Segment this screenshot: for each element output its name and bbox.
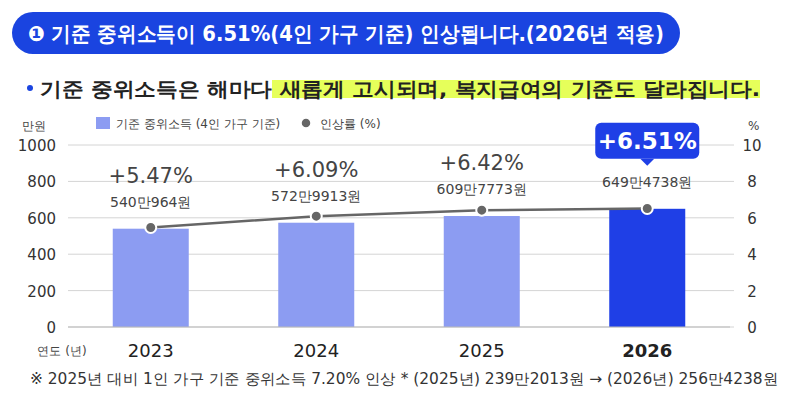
- bar: [113, 229, 189, 327]
- plot-area: [113, 203, 686, 327]
- subtitle: 기준 중위소득은 해마다 새롭게 고시되며, 복지급여의 기준도 달라집니다.: [40, 77, 760, 101]
- callout-box: [595, 123, 699, 159]
- y2-tick: [730, 217, 734, 218]
- callout-pointer: [640, 159, 654, 166]
- footnote: ※ 2025년 대비 1인 가구 기준 중위소득 7.20% 인상 * (202…: [30, 370, 778, 388]
- x-tick-label: 2024: [293, 340, 339, 361]
- bar-value-label: 609만7773원: [437, 181, 527, 197]
- y2-axis-label: %: [748, 119, 759, 133]
- y2-tick: [730, 181, 734, 182]
- x-tick-label: 2025: [459, 340, 505, 361]
- rate-value-label: +6.09%: [274, 158, 358, 182]
- y2-tick-label: 6: [747, 210, 757, 228]
- grid-line: [68, 327, 730, 328]
- legend-entry: 인상률 (%): [301, 117, 381, 131]
- title: ❶ 기준 중위소득이 6.51%(4인 가구 기준) 인상됩니다.(2026년 …: [28, 22, 664, 46]
- legend-label: 기준 중위소득 (4인 가구 기준): [116, 117, 280, 131]
- rate-value-label: +6.42%: [440, 151, 524, 175]
- bar-value-label: 572만9913원: [271, 188, 361, 204]
- x-axis-label: 연도 (년): [37, 344, 86, 358]
- bar-value-label: 540만964원: [110, 194, 191, 210]
- y-tick-label: 0: [46, 319, 56, 337]
- x-tick-label: 2026: [622, 340, 672, 361]
- y2-tick: [730, 327, 734, 328]
- y2-tick-label: 4: [747, 246, 757, 264]
- title-banner: [12, 12, 680, 54]
- chart-root: ❶ 기준 중위소득이 6.51%(4인 가구 기준) 인상됩니다.(2026년 …: [0, 0, 800, 394]
- y-tick-label: 200: [27, 283, 56, 301]
- y-tick-label: 600: [27, 210, 56, 228]
- y2-tick-label: 8: [747, 173, 757, 191]
- chart: ❶ 기준 중위소득이 6.51%(4인 가구 기준) 인상됩니다.(2026년 …: [0, 0, 800, 394]
- y2-tick-label: 0: [747, 319, 757, 337]
- legend-marker: [301, 118, 311, 128]
- y2-tick-label: 2: [747, 283, 757, 301]
- x-tick-label: 2023: [128, 340, 174, 361]
- bar: [609, 209, 685, 327]
- x-axis-line: [68, 327, 730, 328]
- rate-marker: [642, 203, 653, 214]
- bar: [278, 223, 354, 327]
- legend-entry: 기준 중위소득 (4인 가구 기준): [96, 117, 280, 131]
- rate-value-label: +6.51%: [598, 128, 697, 154]
- y-tick-label: 400: [27, 246, 56, 264]
- y-axis-label: 만원: [22, 119, 46, 133]
- rate-marker: [311, 211, 322, 222]
- bar: [444, 216, 520, 327]
- rate-line: [151, 209, 648, 228]
- rate-value-label: +5.47%: [109, 164, 193, 188]
- y-tick-label: 1000: [18, 137, 56, 155]
- legend-swatch: [96, 117, 110, 129]
- y2-tick: [730, 254, 734, 255]
- legend-label: 인상률 (%): [320, 117, 381, 131]
- y2-tick-label: 10: [742, 137, 761, 155]
- rate-marker: [145, 222, 156, 233]
- y2-tick: [730, 145, 734, 146]
- rate-marker: [476, 205, 487, 216]
- bullet: [27, 85, 33, 91]
- bar-value-label: 649만4738원: [602, 174, 692, 190]
- y-tick-label: 800: [27, 173, 56, 191]
- y2-tick: [730, 290, 734, 291]
